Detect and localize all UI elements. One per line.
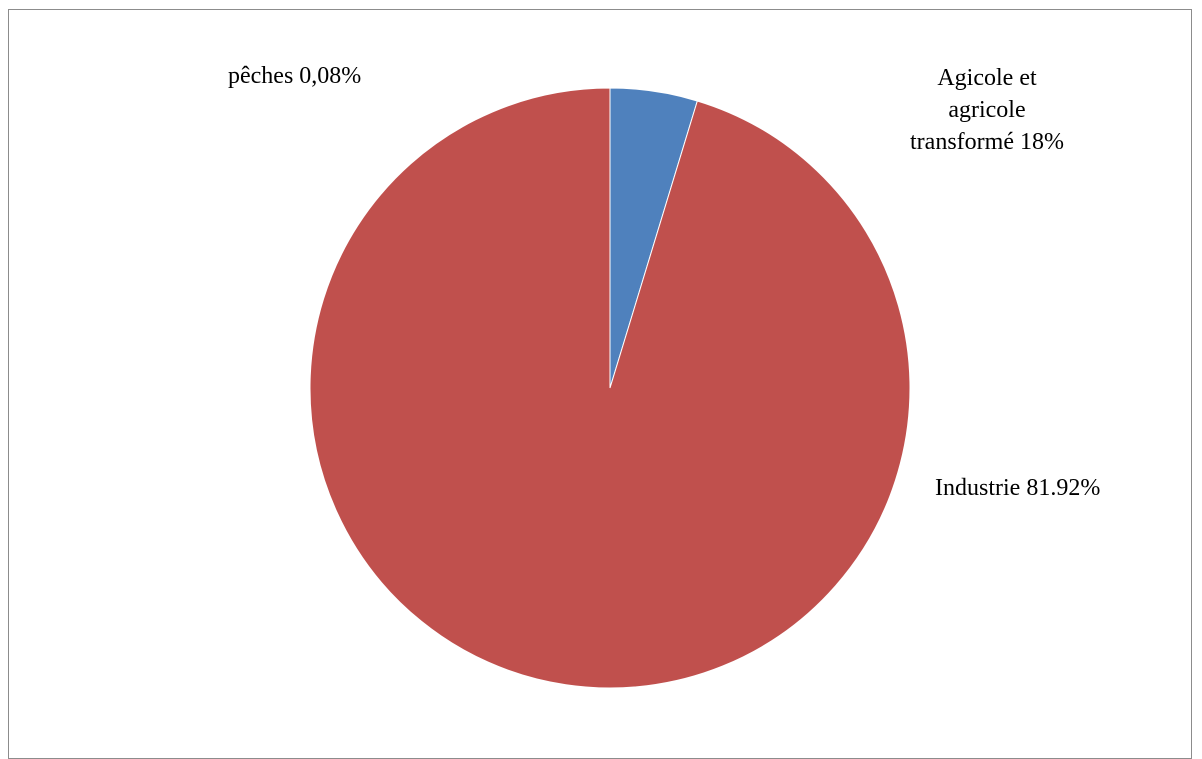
slice-label-peches: pêches 0,08% <box>228 63 362 89</box>
pie-slice-industrie <box>309 87 911 689</box>
slice-label-agricole: Agicole et agricole transformé 18% <box>910 65 1064 155</box>
slice-label-industrie: Industrie 81.92% <box>935 475 1101 501</box>
